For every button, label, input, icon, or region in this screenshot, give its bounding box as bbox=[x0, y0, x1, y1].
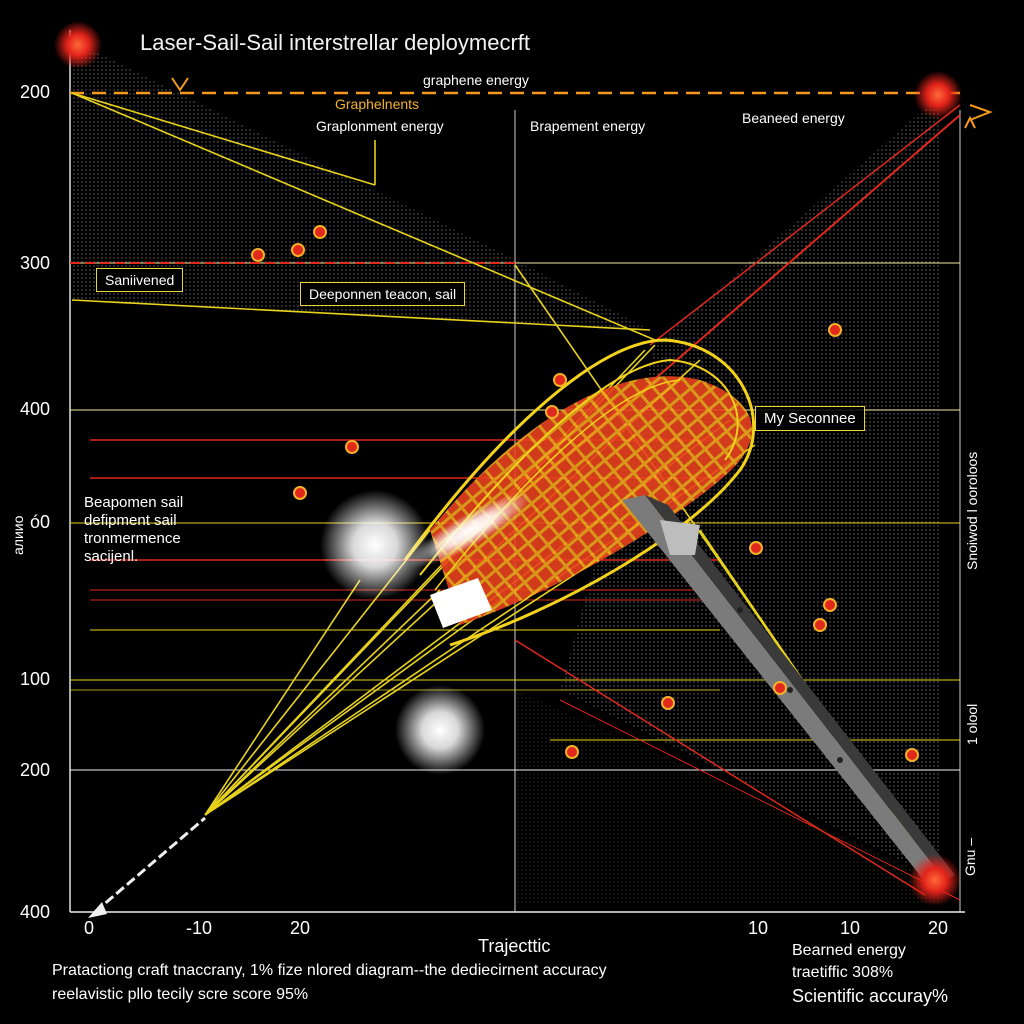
footer-line-2: reelavistic pllo tecily scre score 95% bbox=[52, 986, 309, 1003]
beapomen-note-line: tronmermence bbox=[84, 530, 181, 547]
beapomen-note-line: Beapomen sail bbox=[84, 494, 184, 511]
sanivened-label: Saniivened bbox=[96, 268, 184, 292]
graplonment-energy-label: Graplonment energy bbox=[316, 118, 444, 134]
light-flare-icon bbox=[320, 490, 430, 600]
laser-source-icon bbox=[54, 21, 102, 69]
right-side-label: 1 olool bbox=[964, 703, 980, 745]
diagram-title: Laser-Sail-Sail interstrellar deploymecr… bbox=[140, 30, 531, 55]
y-tick-label: 200 bbox=[20, 82, 51, 102]
laser-target-icon bbox=[914, 71, 962, 119]
x-tick-label: 10 bbox=[840, 918, 861, 938]
beaned-energy-label: Beaneed energy bbox=[742, 110, 845, 126]
y-tick-label: 400 bbox=[20, 902, 51, 922]
y-tick-label: ó0 bbox=[30, 512, 51, 532]
light-flare-icon-2 bbox=[395, 685, 485, 775]
left-beam-cone bbox=[72, 40, 650, 330]
brapement-energy-label: Brapement energy bbox=[530, 118, 646, 134]
y-tick-label: 100 bbox=[20, 669, 51, 689]
x-tick-label: 20 bbox=[928, 918, 949, 938]
x-tick-label: 20 bbox=[290, 918, 311, 938]
thruster-glow-icon bbox=[909, 854, 961, 906]
y-tick-label: 300 bbox=[20, 253, 51, 273]
arrow-icons bbox=[171, 77, 993, 129]
right-side-label: Gnu – bbox=[962, 837, 978, 876]
lower-beam-cone bbox=[515, 690, 940, 905]
beapomen-note-line: sacijenl. bbox=[84, 548, 139, 565]
light-streak bbox=[408, 492, 532, 568]
y-tick-label: 200 bbox=[20, 760, 51, 780]
y-tick-label: 400 bbox=[20, 399, 51, 419]
debris-pod-icon bbox=[251, 225, 919, 762]
left-side-label: алиио bbox=[10, 515, 26, 555]
footer-right-1: Bearned energy bbox=[792, 942, 906, 959]
graphelents-label: Graphelnents bbox=[335, 96, 420, 112]
my-seconnee-label: My Seconnee bbox=[755, 406, 865, 431]
trajectory-arrow bbox=[94, 816, 206, 914]
x-tick-label: -10 bbox=[186, 918, 213, 938]
x-tick-label: 10 bbox=[748, 918, 769, 938]
deeponmen-sail-label: Deeponnen teacon, sail bbox=[300, 282, 466, 306]
beapomen-note: Beapomen sail defipment sail tronmermenc… bbox=[84, 494, 183, 566]
light-sail bbox=[403, 338, 756, 647]
footer-right-2: traetiffic 308% bbox=[792, 964, 894, 981]
trajectory-arrowhead-icon bbox=[88, 902, 107, 918]
x-tick-label: 0 bbox=[84, 918, 95, 938]
right-side-label: Snoiwod l ooroloos bbox=[964, 451, 980, 570]
footer-right-3: Scientific accuray% bbox=[792, 986, 949, 1006]
right-beam-cone bbox=[560, 95, 940, 880]
footer-line-1: Pratactiong craft tnaccrany, 1% fize nlo… bbox=[52, 962, 607, 979]
graphene-energy-label: graphene energy bbox=[423, 72, 529, 88]
x-axis-label: Trajecttic bbox=[478, 936, 551, 956]
beapomen-note-line: defipment sail bbox=[84, 512, 177, 529]
